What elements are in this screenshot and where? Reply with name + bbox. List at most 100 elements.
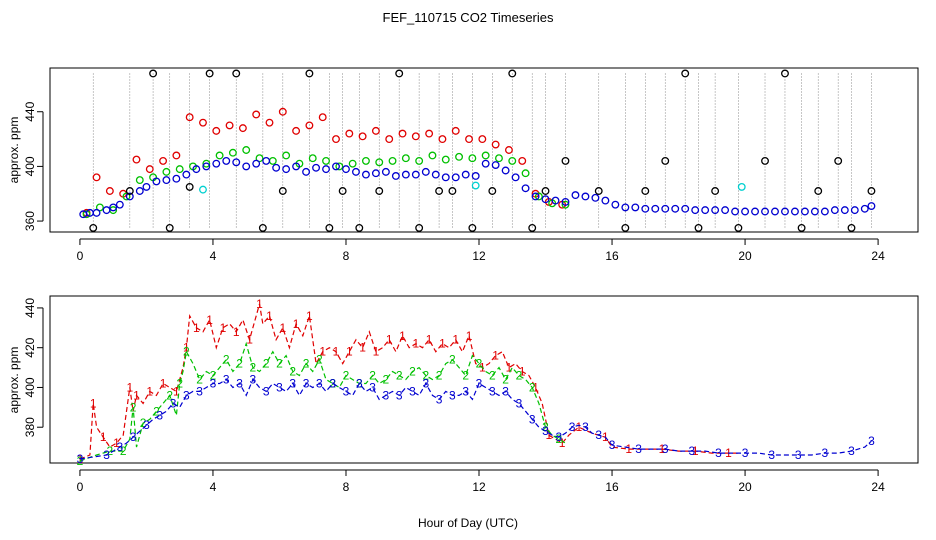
scatter-point <box>814 187 823 195</box>
x-tick-label: 8 <box>343 480 350 494</box>
series-point-label: 3 <box>449 388 456 402</box>
bottom-panel-frame <box>49 295 919 464</box>
top-x-axis: 0 4 8 12 16 20 24 <box>77 238 885 263</box>
scatter-point <box>711 187 720 195</box>
series-point-label: 3 <box>409 384 416 398</box>
series-point-label: 2 <box>276 357 283 371</box>
series-point-label: 3 <box>715 446 722 460</box>
series-point-label: 2 <box>236 357 243 371</box>
scatter-point <box>531 192 540 201</box>
scatter-point <box>594 187 603 195</box>
scatter-point <box>800 207 809 216</box>
scatter-point <box>441 173 450 182</box>
scatter-point <box>92 173 101 182</box>
scatter-point <box>142 182 151 191</box>
scatter-point <box>202 162 211 171</box>
scatter-point <box>132 155 141 164</box>
x-tick-label: 4 <box>210 480 217 494</box>
scatter-point <box>591 193 600 202</box>
series-point-label: 2 <box>263 357 270 371</box>
scatter-point <box>761 156 769 165</box>
series-point-label: 2 <box>422 369 429 383</box>
series-point-label: 2 <box>436 369 443 383</box>
scatter-point <box>371 126 380 135</box>
scatter-point <box>109 203 118 212</box>
scatter-point <box>318 113 327 122</box>
scatter-point <box>694 223 703 232</box>
series-point-label: 3 <box>316 376 323 390</box>
scatter-point <box>571 191 580 200</box>
series-point-label: 3 <box>848 444 855 458</box>
scatter-point <box>518 156 527 165</box>
series-point-label: 1 <box>146 384 153 398</box>
scatter-point <box>105 187 114 195</box>
series-point-label: 3 <box>595 428 602 442</box>
series-point-label: 1 <box>532 380 539 394</box>
scatter-point <box>89 223 98 232</box>
series-point-label: 2 <box>356 376 363 390</box>
series-point-label: 3 <box>130 430 137 444</box>
scatter-point <box>491 161 500 169</box>
series-point-label: 1 <box>90 396 97 410</box>
y-tick-label: 420 <box>23 337 37 357</box>
scatter-point <box>225 121 234 130</box>
scatter-point <box>375 187 384 195</box>
scatter-point <box>381 167 390 176</box>
scatter-point <box>611 200 620 209</box>
series-point-label: 3 <box>223 373 230 387</box>
series-point-label: 2 <box>176 376 183 390</box>
series-point-label: 2 <box>77 454 84 468</box>
scatter-point <box>850 206 859 215</box>
x-tick-label: 4 <box>210 249 217 263</box>
series-point-label: 3 <box>329 376 336 390</box>
series-point-label: 3 <box>276 380 283 394</box>
scatter-point <box>455 152 464 161</box>
scatter-point <box>508 69 517 78</box>
scatter-point <box>465 135 473 144</box>
scatter-point <box>262 156 271 165</box>
scatter-point <box>252 110 261 119</box>
series-point-label: 3 <box>742 446 749 460</box>
scatter-point <box>228 148 237 157</box>
scatter-point <box>352 167 360 176</box>
series-point-label: 1 <box>333 345 340 359</box>
scatter-point <box>149 69 158 78</box>
series-point-label: 1 <box>173 384 180 398</box>
series-point-label: 2 <box>396 369 403 383</box>
scatter-point <box>401 154 410 163</box>
scatter-point <box>528 223 537 232</box>
x-tick-label: 24 <box>871 249 885 263</box>
series-point-label: 1 <box>439 337 446 351</box>
series-point-label: 1 <box>193 321 200 335</box>
scatter-point <box>415 156 424 165</box>
scatter-point <box>282 165 291 174</box>
series-point-label: 1 <box>426 333 433 347</box>
scatter-point <box>202 159 211 168</box>
series-point-label: 1 <box>492 349 499 363</box>
scatter-point <box>468 223 477 232</box>
bottom-x-axis: 0 4 8 12 16 20 24 <box>77 469 885 494</box>
bottom-y-axis: 380 400 420 440 <box>23 298 44 437</box>
scatter-point <box>847 223 856 232</box>
series-point-label: 1 <box>113 436 120 450</box>
series-point-label: 3 <box>263 384 270 398</box>
series-point-label: 3 <box>156 408 163 422</box>
series-point-label: 1 <box>575 420 582 434</box>
series-point-label: 1 <box>293 317 300 331</box>
scatter-point <box>471 181 480 190</box>
series-point-label: 1 <box>519 365 526 379</box>
scatter-point <box>292 162 301 171</box>
scatter-point <box>222 156 231 165</box>
series-point-label: 2 <box>462 369 469 383</box>
scatter-point <box>95 203 104 212</box>
scatter-point <box>478 135 487 144</box>
scatter-point <box>741 207 750 216</box>
top-y-axis: 360 400 440 <box>23 101 44 231</box>
scatter-point <box>495 154 503 163</box>
scatter-point <box>242 162 251 171</box>
scatter-point <box>212 126 221 135</box>
scatter-point <box>305 69 314 78</box>
scatter-point <box>534 192 543 201</box>
series-point-label: 2 <box>130 400 137 414</box>
